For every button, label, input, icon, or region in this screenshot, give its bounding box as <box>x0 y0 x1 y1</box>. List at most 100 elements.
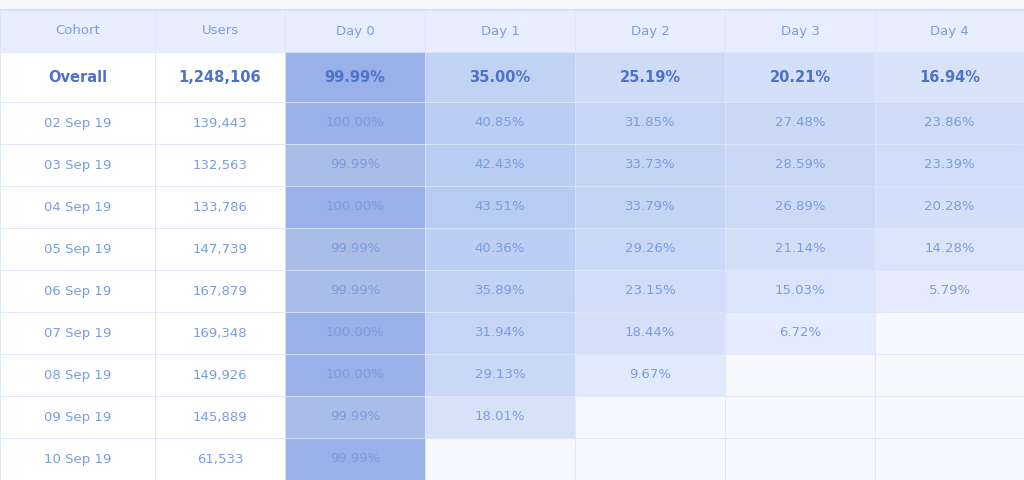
Text: Day 0: Day 0 <box>336 24 375 37</box>
Bar <box>155 10 285 52</box>
Text: 31.85%: 31.85% <box>625 117 675 130</box>
Bar <box>425 186 575 228</box>
Bar <box>285 396 425 438</box>
Text: 02 Sep 19: 02 Sep 19 <box>44 117 112 130</box>
Bar <box>725 438 874 480</box>
Text: 21.14%: 21.14% <box>775 242 825 255</box>
Text: 1,248,106: 1,248,106 <box>178 70 261 84</box>
Bar <box>725 270 874 312</box>
Bar <box>575 396 725 438</box>
Text: Day 1: Day 1 <box>480 24 519 37</box>
Text: 09 Sep 19: 09 Sep 19 <box>44 410 112 423</box>
Bar <box>575 270 725 312</box>
Text: 99.99%: 99.99% <box>330 158 380 171</box>
Bar <box>874 144 1024 186</box>
Text: 06 Sep 19: 06 Sep 19 <box>44 285 112 298</box>
Bar <box>425 396 575 438</box>
Text: 08 Sep 19: 08 Sep 19 <box>44 369 112 382</box>
Text: Day 2: Day 2 <box>631 24 670 37</box>
Text: 33.73%: 33.73% <box>625 158 676 171</box>
Bar <box>874 228 1024 270</box>
Bar <box>575 438 725 480</box>
Bar <box>725 186 874 228</box>
Bar <box>0 228 155 270</box>
Text: 18.44%: 18.44% <box>625 326 675 339</box>
Bar <box>285 228 425 270</box>
Text: Users: Users <box>202 24 239 37</box>
Text: 6.72%: 6.72% <box>779 326 821 339</box>
Text: 29.13%: 29.13% <box>475 369 525 382</box>
Bar <box>0 312 155 354</box>
Text: 20.28%: 20.28% <box>925 201 975 214</box>
Bar <box>725 102 874 144</box>
Bar <box>0 396 155 438</box>
Bar <box>425 102 575 144</box>
Text: 23.86%: 23.86% <box>925 117 975 130</box>
Text: 23.15%: 23.15% <box>625 285 676 298</box>
Text: Cohort: Cohort <box>55 24 100 37</box>
Bar <box>285 144 425 186</box>
Bar <box>874 102 1024 144</box>
Bar <box>0 144 155 186</box>
Bar <box>285 186 425 228</box>
Text: Day 4: Day 4 <box>930 24 969 37</box>
Bar <box>575 10 725 52</box>
Text: 16.94%: 16.94% <box>919 70 980 84</box>
Bar <box>575 52 725 102</box>
Text: 14.28%: 14.28% <box>925 242 975 255</box>
Text: 100.00%: 100.00% <box>326 326 384 339</box>
Bar <box>874 270 1024 312</box>
Text: 29.26%: 29.26% <box>625 242 675 255</box>
Bar <box>285 52 425 102</box>
Bar <box>155 144 285 186</box>
Bar <box>155 102 285 144</box>
Bar <box>725 228 874 270</box>
Bar <box>725 312 874 354</box>
Text: 61,533: 61,533 <box>197 453 244 466</box>
Text: Day 3: Day 3 <box>780 24 819 37</box>
Text: 145,889: 145,889 <box>193 410 248 423</box>
Bar <box>874 354 1024 396</box>
Bar <box>575 186 725 228</box>
Bar <box>0 102 155 144</box>
Text: 26.89%: 26.89% <box>775 201 825 214</box>
Bar <box>425 270 575 312</box>
Bar <box>425 354 575 396</box>
Text: 139,443: 139,443 <box>193 117 248 130</box>
Bar <box>575 144 725 186</box>
Bar <box>874 396 1024 438</box>
Bar <box>575 228 725 270</box>
Bar <box>725 52 874 102</box>
Bar <box>725 354 874 396</box>
Bar <box>155 438 285 480</box>
Bar <box>0 354 155 396</box>
Text: 133,786: 133,786 <box>193 201 248 214</box>
Bar <box>874 52 1024 102</box>
Text: 100.00%: 100.00% <box>326 201 384 214</box>
Text: 31.94%: 31.94% <box>475 326 525 339</box>
Bar <box>0 438 155 480</box>
Bar <box>155 270 285 312</box>
Bar <box>425 10 575 52</box>
Text: 18.01%: 18.01% <box>475 410 525 423</box>
Bar <box>725 144 874 186</box>
Bar <box>285 102 425 144</box>
Text: 132,563: 132,563 <box>193 158 248 171</box>
Bar <box>425 52 575 102</box>
Bar <box>874 438 1024 480</box>
Bar <box>874 312 1024 354</box>
Text: 25.19%: 25.19% <box>620 70 681 84</box>
Text: 5.79%: 5.79% <box>929 285 971 298</box>
Bar <box>425 144 575 186</box>
Text: 99.99%: 99.99% <box>330 242 380 255</box>
Text: 100.00%: 100.00% <box>326 369 384 382</box>
Text: 100.00%: 100.00% <box>326 117 384 130</box>
Text: 23.39%: 23.39% <box>925 158 975 171</box>
Bar <box>725 396 874 438</box>
Text: 20.21%: 20.21% <box>769 70 830 84</box>
Text: 35.89%: 35.89% <box>475 285 525 298</box>
Bar <box>0 52 155 102</box>
Bar <box>155 396 285 438</box>
Text: 149,926: 149,926 <box>193 369 248 382</box>
Bar <box>155 52 285 102</box>
